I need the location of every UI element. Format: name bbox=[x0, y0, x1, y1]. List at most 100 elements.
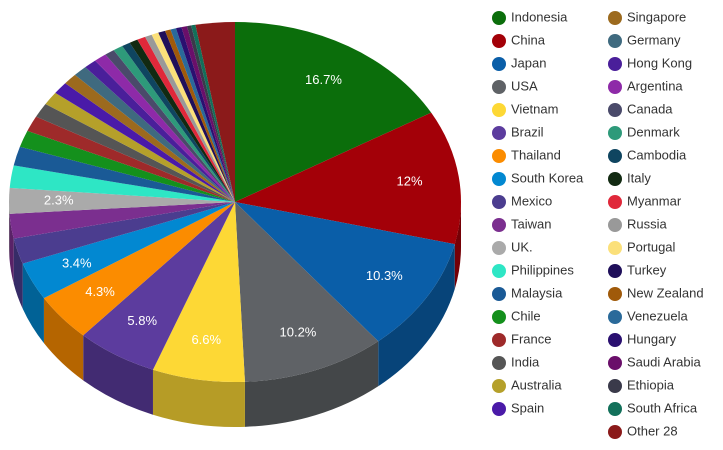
legend-swatch bbox=[492, 356, 506, 370]
slice bbox=[129, 39, 235, 203]
legend-label: Taiwan bbox=[511, 216, 551, 231]
data-label: 16.7% bbox=[305, 72, 342, 87]
legend-swatch bbox=[492, 57, 506, 71]
legend-swatch bbox=[608, 402, 622, 416]
slice bbox=[85, 60, 236, 203]
legend-swatch bbox=[492, 241, 506, 255]
data-label: 10.3% bbox=[366, 268, 403, 283]
slice bbox=[43, 202, 235, 336]
slice-side bbox=[43, 298, 84, 381]
legend-label: Venezuela bbox=[627, 308, 688, 323]
slice bbox=[55, 83, 236, 202]
slice bbox=[83, 202, 236, 370]
data-label: 3.4% bbox=[62, 255, 92, 270]
legend-swatch bbox=[608, 57, 622, 71]
slice bbox=[175, 27, 235, 202]
slice bbox=[65, 74, 235, 202]
legend-label: Russia bbox=[627, 216, 668, 231]
legend-label: Hong Kong bbox=[627, 55, 692, 70]
data-label: 6.6% bbox=[191, 332, 221, 347]
legend-label: Brazil bbox=[511, 124, 544, 139]
data-label: 10.2% bbox=[280, 325, 317, 340]
slice-side bbox=[22, 263, 44, 344]
legend-swatch bbox=[608, 34, 622, 48]
legend-label: Spain bbox=[511, 400, 544, 415]
slice bbox=[152, 202, 245, 382]
slice bbox=[27, 116, 236, 202]
slice-side bbox=[9, 213, 14, 284]
legend-swatch bbox=[492, 287, 506, 301]
data-label: 5.8% bbox=[127, 313, 157, 328]
legend-label: UK. bbox=[511, 239, 533, 254]
slice bbox=[105, 50, 235, 202]
legend-swatch bbox=[492, 103, 506, 117]
legend-label: South Africa bbox=[627, 400, 698, 415]
legend-label: Portugal bbox=[627, 239, 676, 254]
legend-label: USA bbox=[511, 78, 538, 93]
legend-swatch bbox=[492, 402, 506, 416]
slice bbox=[195, 22, 235, 202]
slice bbox=[151, 32, 235, 202]
legend-label: Saudi Arabia bbox=[627, 354, 701, 369]
legend-swatch bbox=[608, 333, 622, 347]
slice bbox=[9, 187, 236, 214]
slice bbox=[113, 46, 235, 203]
legend-label: Chile bbox=[511, 308, 541, 323]
legend-label: Italy bbox=[627, 170, 651, 185]
slice bbox=[186, 25, 235, 203]
legend-swatch bbox=[492, 218, 506, 232]
slice bbox=[95, 54, 235, 203]
slice bbox=[235, 202, 379, 382]
slice bbox=[170, 28, 235, 202]
legend-label: Thailand bbox=[511, 147, 561, 162]
legend-label: France bbox=[511, 331, 551, 346]
slice-side bbox=[152, 369, 245, 427]
slice-side bbox=[83, 335, 153, 415]
legend-swatch bbox=[608, 103, 622, 117]
legend-swatch bbox=[492, 310, 506, 324]
legend-swatch bbox=[608, 379, 622, 393]
slice bbox=[122, 42, 235, 202]
legend-swatch bbox=[492, 34, 506, 48]
slice bbox=[19, 130, 236, 202]
legend-label: China bbox=[511, 32, 546, 47]
data-label: 4.3% bbox=[85, 284, 115, 299]
legend-swatch bbox=[608, 425, 622, 439]
slice bbox=[181, 26, 235, 202]
legend-label: Hungary bbox=[627, 331, 677, 346]
legend-label: Vietnam bbox=[511, 101, 558, 116]
slice bbox=[145, 34, 235, 203]
slice bbox=[13, 202, 236, 264]
legend-swatch bbox=[492, 195, 506, 209]
legend-swatch bbox=[608, 172, 622, 186]
legend-swatch bbox=[608, 11, 622, 25]
legend-swatch bbox=[608, 218, 622, 232]
slice-side bbox=[454, 202, 461, 290]
legend-swatch bbox=[492, 264, 506, 278]
slice bbox=[13, 146, 236, 202]
legend-label: India bbox=[511, 354, 540, 369]
slice bbox=[235, 202, 455, 342]
slice bbox=[74, 67, 236, 202]
legend-label: Malaysia bbox=[511, 285, 563, 300]
legend-label: Ethiopia bbox=[627, 377, 675, 392]
legend-swatch bbox=[608, 264, 622, 278]
data-label: 2.3% bbox=[44, 193, 74, 208]
legend-label: New Zealand bbox=[627, 285, 704, 300]
legend-label: Germany bbox=[627, 32, 681, 47]
legend-label: Indonesia bbox=[511, 9, 568, 24]
slice bbox=[9, 165, 235, 202]
legend-label: Denmark bbox=[627, 124, 680, 139]
legend-label: Myanmar bbox=[627, 193, 682, 208]
legend-swatch bbox=[492, 149, 506, 163]
legend-swatch bbox=[492, 11, 506, 25]
legend-swatch bbox=[608, 356, 622, 370]
legend-swatch bbox=[608, 310, 622, 324]
legend-label: Argentina bbox=[627, 78, 683, 93]
slice bbox=[235, 22, 432, 202]
legend-label: Turkey bbox=[627, 262, 667, 277]
slice bbox=[165, 29, 235, 203]
slice-side bbox=[244, 341, 379, 427]
legend-swatch bbox=[492, 172, 506, 186]
